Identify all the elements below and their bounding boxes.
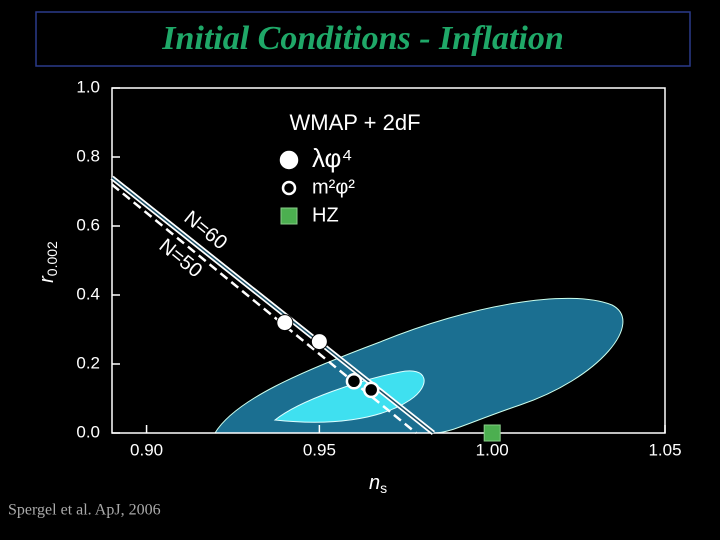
x-axis-label-sub: s <box>380 480 387 496</box>
x-axis-label: ns <box>369 472 387 495</box>
y-axis-label-sub: 0.002 <box>44 241 60 276</box>
chart-title: WMAP + 2dF <box>289 110 420 135</box>
x-tick-label: 1.00 <box>476 440 509 459</box>
slide-title: Initial Conditions - Inflation <box>161 20 564 57</box>
legend-label: HZ <box>312 204 339 226</box>
y-tick-label: 0.0 <box>76 422 100 441</box>
point <box>310 333 328 351</box>
legend-label: λφ⁴ <box>312 143 353 173</box>
y-tick-label: 0.2 <box>76 353 100 372</box>
legend-label: m²φ² <box>312 176 355 198</box>
y-axis-label: r0.002 <box>36 241 59 283</box>
legend-symbol <box>280 207 298 225</box>
x-axis-label-main: n <box>369 472 380 494</box>
point <box>362 381 380 399</box>
plot-frame <box>111 87 666 434</box>
x-tick-label: 0.95 <box>303 440 336 459</box>
point <box>276 314 294 332</box>
title-box <box>35 11 691 67</box>
y-tick-label: 0.6 <box>76 215 100 234</box>
point <box>483 424 501 442</box>
y-axis-label-main: r <box>36 275 58 283</box>
point <box>345 373 363 390</box>
y-tick-label: 0.8 <box>76 146 100 165</box>
citation: Spergel et al. ApJ, 2006 <box>8 502 161 519</box>
y-tick-label: 1.0 <box>76 77 100 96</box>
n-line-core <box>111 177 434 434</box>
legend-symbol <box>281 180 297 196</box>
legend-symbol <box>279 150 299 170</box>
x-tick-label: 1.05 <box>648 440 681 459</box>
y-tick-label: 0.4 <box>76 284 100 303</box>
x-tick-label: 0.90 <box>130 440 163 459</box>
